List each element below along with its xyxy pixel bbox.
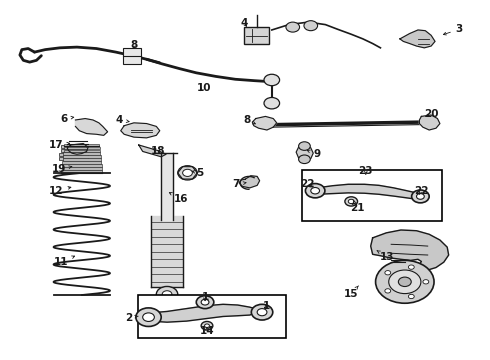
Circle shape — [304, 21, 318, 31]
Text: 8: 8 — [130, 40, 138, 50]
Text: 18: 18 — [151, 146, 166, 156]
Circle shape — [385, 289, 391, 293]
Bar — [244, 27, 270, 44]
Text: 1: 1 — [263, 301, 270, 311]
Polygon shape — [61, 170, 102, 173]
Circle shape — [408, 294, 414, 299]
Circle shape — [423, 280, 429, 284]
Polygon shape — [59, 153, 88, 156]
Text: 20: 20 — [424, 109, 439, 119]
Text: 11: 11 — [53, 256, 74, 267]
Polygon shape — [239, 176, 260, 188]
Text: 21: 21 — [350, 200, 364, 213]
Polygon shape — [150, 304, 261, 322]
Polygon shape — [75, 118, 108, 135]
Text: 4: 4 — [240, 18, 248, 28]
Circle shape — [143, 313, 154, 321]
Text: 12: 12 — [49, 186, 71, 196]
Circle shape — [348, 199, 354, 203]
Polygon shape — [252, 116, 277, 130]
Circle shape — [389, 270, 421, 294]
Text: 22: 22 — [300, 179, 315, 189]
Circle shape — [183, 169, 193, 176]
Circle shape — [345, 197, 358, 206]
Text: 15: 15 — [344, 286, 359, 298]
Circle shape — [251, 304, 273, 320]
Text: 17: 17 — [49, 140, 70, 150]
Polygon shape — [61, 149, 86, 152]
Circle shape — [257, 309, 267, 316]
Circle shape — [136, 308, 161, 327]
Circle shape — [305, 184, 325, 198]
Circle shape — [156, 287, 178, 302]
Circle shape — [398, 277, 411, 287]
Circle shape — [286, 22, 299, 32]
Circle shape — [264, 74, 280, 86]
Circle shape — [298, 142, 310, 150]
Bar — [138, 295, 287, 338]
Polygon shape — [62, 165, 101, 167]
Text: 23: 23 — [359, 166, 373, 176]
Circle shape — [385, 271, 391, 275]
Polygon shape — [371, 230, 449, 270]
Polygon shape — [63, 153, 100, 155]
Circle shape — [196, 296, 214, 309]
Text: 14: 14 — [200, 326, 214, 336]
Circle shape — [311, 188, 319, 194]
Polygon shape — [62, 161, 101, 164]
Circle shape — [375, 260, 434, 303]
Text: 22: 22 — [414, 186, 429, 196]
Circle shape — [178, 166, 197, 180]
Bar — [123, 48, 141, 64]
Polygon shape — [400, 30, 435, 48]
Polygon shape — [64, 149, 100, 152]
Circle shape — [201, 299, 209, 305]
Text: 8: 8 — [244, 115, 255, 125]
Text: 13: 13 — [377, 251, 394, 262]
Polygon shape — [63, 158, 101, 161]
Circle shape — [201, 321, 213, 330]
Polygon shape — [317, 184, 419, 200]
Text: 19: 19 — [51, 164, 72, 174]
Text: 5: 5 — [192, 168, 204, 178]
Text: 9: 9 — [307, 149, 320, 159]
Circle shape — [264, 98, 280, 109]
Circle shape — [298, 155, 310, 163]
Polygon shape — [296, 145, 313, 160]
Polygon shape — [151, 216, 183, 287]
Polygon shape — [64, 144, 99, 146]
Text: 2: 2 — [125, 312, 138, 323]
Polygon shape — [59, 157, 88, 160]
Text: 7: 7 — [233, 179, 246, 189]
Text: 1: 1 — [201, 292, 209, 302]
Polygon shape — [121, 123, 160, 138]
Circle shape — [162, 291, 172, 298]
Circle shape — [416, 194, 424, 199]
Text: 3: 3 — [443, 24, 463, 35]
Polygon shape — [67, 144, 88, 154]
Circle shape — [408, 265, 414, 269]
Polygon shape — [161, 153, 173, 220]
Polygon shape — [419, 115, 440, 130]
Polygon shape — [62, 167, 102, 170]
Polygon shape — [63, 156, 100, 158]
Polygon shape — [139, 145, 166, 157]
Polygon shape — [61, 145, 86, 148]
Circle shape — [204, 324, 209, 328]
Polygon shape — [64, 147, 99, 149]
Text: 10: 10 — [196, 83, 211, 93]
Text: 16: 16 — [170, 193, 188, 203]
Text: 6: 6 — [60, 113, 74, 123]
Circle shape — [412, 190, 429, 203]
Text: 4: 4 — [116, 115, 129, 125]
Bar — [302, 170, 442, 221]
